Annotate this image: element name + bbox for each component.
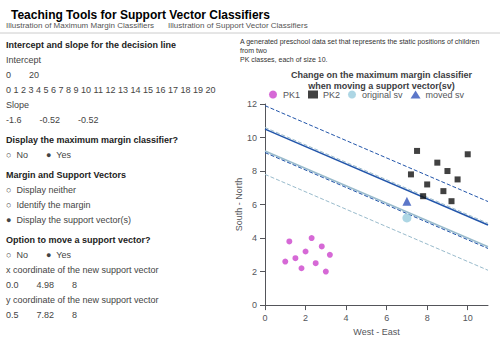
svg-text:20: 20: [29, 70, 39, 80]
svg-text:0.5: 0.5: [6, 310, 19, 320]
svg-text:-1.6: -1.6: [6, 115, 22, 125]
svg-text:8: 8: [252, 166, 257, 176]
svg-text:from two: from two: [240, 47, 267, 54]
svg-text:12: 12: [247, 99, 257, 109]
svg-text:Illustration of Support Vector: Illustration of Support Vector Classifie…: [168, 20, 308, 30]
svg-text:Illustration of Maximum Margin: Illustration of Maximum Margin Classifie…: [6, 20, 154, 30]
svg-text:Change on the maximum margin c: Change on the maximum margin classifier: [291, 70, 473, 80]
svg-text:0: 0: [262, 313, 267, 323]
svg-text:Option to move a support vecto: Option to move a support vector?: [6, 235, 151, 245]
svg-text:PK1: PK1: [283, 90, 300, 100]
svg-text:Slope: Slope: [6, 100, 29, 110]
svg-text:6: 6: [252, 200, 257, 210]
svg-text:Display the maximum margin cla: Display the maximum margin classifier?: [6, 135, 178, 145]
svg-text:○ Identify the margin: ○ Identify the margin: [6, 200, 90, 210]
svg-text:8: 8: [72, 310, 77, 320]
svg-text:South - North: South - North: [234, 178, 244, 232]
svg-text:PK classes, each of size 10.: PK classes, each of size 10.: [240, 56, 328, 63]
svg-text:A generated preschool data set: A generated preschool data set that repr…: [240, 38, 481, 46]
svg-text:7.82: 7.82: [37, 310, 55, 320]
svg-text:x coordinate of the new suppor: x coordinate of the new support vector: [6, 265, 159, 275]
svg-text:moved sv: moved sv: [426, 90, 465, 100]
svg-text:-0.52: -0.52: [78, 115, 99, 125]
svg-text:8: 8: [72, 280, 77, 290]
svg-text:○ Display neither: ○ Display neither: [6, 185, 76, 195]
svg-text:10: 10: [247, 133, 257, 143]
svg-text:○ No: ○ No: [6, 250, 28, 260]
svg-text:Intercept: Intercept: [6, 55, 42, 65]
svg-text:-0.52: -0.52: [40, 115, 61, 125]
svg-text:0: 0: [252, 300, 257, 310]
svg-text:8: 8: [425, 313, 430, 323]
svg-text:0: 0: [6, 70, 11, 80]
svg-text:4.98: 4.98: [37, 280, 55, 290]
svg-text:10: 10: [463, 313, 473, 323]
svg-text:Teaching Tools for Support Vec: Teaching Tools for Support Vector Classi…: [11, 8, 270, 22]
svg-text:y coordinate of the new suppor: y coordinate of the new support vector: [6, 295, 159, 305]
svg-text:● Yes: ● Yes: [46, 150, 71, 160]
svg-text:● Display the support vector(: ● Display the support vector(s): [6, 215, 131, 225]
svg-text:Margin and Support Vectors: Margin and Support Vectors: [6, 170, 126, 180]
svg-text:PK2: PK2: [323, 90, 340, 100]
svg-text:○ No: ○ No: [6, 150, 28, 160]
svg-text:when moving a support vector(s: when moving a support vector(sv): [307, 81, 455, 91]
svg-text:original sv: original sv: [362, 90, 403, 100]
svg-text:0 1 2 3 4 5 6 7 8 9 10 11 12 1: 0 1 2 3 4 5 6 7 8 9 10 11 12 13 14 15 16…: [6, 85, 216, 95]
svg-text:4: 4: [252, 233, 257, 243]
svg-text:Intercept and slope for the de: Intercept and slope for the decision lin…: [6, 40, 176, 50]
svg-text:4: 4: [344, 313, 349, 323]
svg-text:2: 2: [252, 267, 257, 277]
svg-text:0.0: 0.0: [6, 280, 19, 290]
svg-text:6: 6: [384, 313, 389, 323]
svg-text:West - East: West - East: [353, 327, 400, 337]
svg-text:2: 2: [303, 313, 308, 323]
svg-text:● Yes: ● Yes: [46, 250, 71, 260]
